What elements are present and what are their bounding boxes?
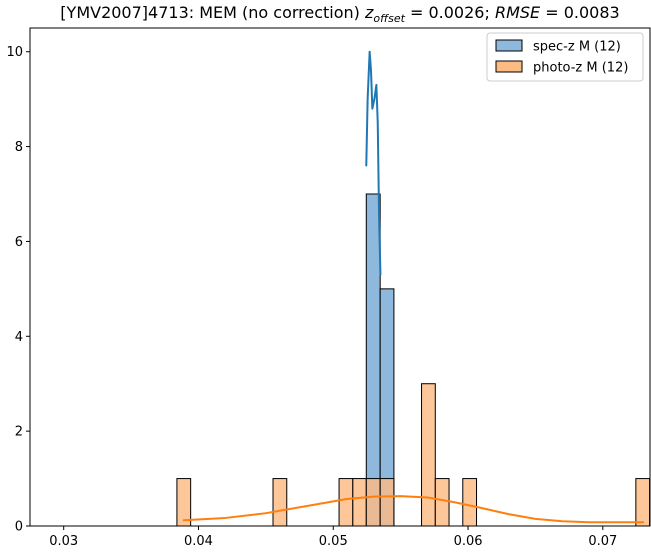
chart-title: [YMV2007]4713: MEM (no correction) zoffs… bbox=[60, 3, 619, 25]
bars-layer bbox=[176, 193, 651, 527]
x-tick-label-4: 0.07 bbox=[588, 534, 617, 549]
axes-layer: 0.03 0.04 0.05 0.06 0.07 0 2 4 6 8 10 bbox=[6, 27, 651, 549]
y-tick-label-5: 10 bbox=[6, 45, 23, 60]
legend-box bbox=[486, 32, 644, 82]
x-tick-label-0: 0.03 bbox=[49, 534, 78, 549]
title-rmse-symbol: RMSE bbox=[495, 3, 541, 22]
kde-layer bbox=[182, 50, 645, 524]
bar-series-1-bin-2 bbox=[338, 478, 354, 527]
bar-series-1-bin-0 bbox=[176, 478, 192, 527]
title-suffix: = 0.0083 bbox=[540, 3, 620, 22]
legend-label-0: spec-z M (12) bbox=[533, 40, 621, 55]
bar-series-1-bin-8 bbox=[462, 478, 478, 527]
title-mid: = 0.0026; bbox=[405, 3, 495, 22]
bar-series-1-bin-5 bbox=[379, 478, 395, 527]
kde-line-series-0 bbox=[365, 50, 382, 276]
y-tick-label-4: 8 bbox=[15, 140, 23, 155]
plot-frame bbox=[29, 27, 651, 527]
legend-swatch-1 bbox=[495, 60, 523, 73]
title-z-subscript: offset bbox=[373, 12, 405, 25]
bar-series-1-bin-4 bbox=[365, 478, 381, 527]
title-z-symbol: z bbox=[364, 3, 374, 22]
legend-swatch-0 bbox=[495, 39, 523, 52]
bar-series-1-bin-9 bbox=[635, 478, 651, 527]
legend: spec-z M (12) photo-z M (12) bbox=[486, 32, 644, 82]
y-tick-label-0: 0 bbox=[15, 520, 23, 535]
legend-label-1: photo-z M (12) bbox=[533, 61, 628, 76]
y-tick-label-1: 2 bbox=[15, 425, 23, 440]
x-tick-label-3: 0.06 bbox=[454, 534, 483, 549]
x-tick-label-1: 0.04 bbox=[184, 534, 213, 549]
x-tick-label-2: 0.05 bbox=[319, 534, 348, 549]
bar-series-1-bin-6 bbox=[421, 383, 436, 527]
bar-series-1-bin-1 bbox=[272, 478, 288, 527]
bar-series-1-bin-3 bbox=[352, 478, 367, 527]
bar-series-0-bin-0 bbox=[365, 193, 381, 527]
y-tick-label-2: 4 bbox=[15, 330, 23, 345]
bar-series-1-bin-7 bbox=[434, 478, 450, 527]
y-tick-label-3: 6 bbox=[15, 235, 23, 250]
kde-line-series-1 bbox=[182, 495, 645, 524]
title-prefix: [YMV2007]4713: MEM (no correction) bbox=[60, 3, 365, 22]
